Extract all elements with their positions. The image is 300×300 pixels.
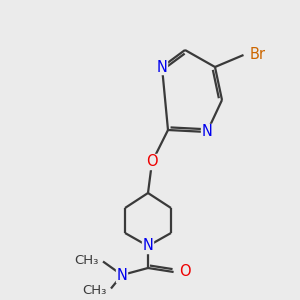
Text: N: N — [202, 124, 212, 140]
Text: N: N — [142, 238, 153, 253]
Text: N: N — [157, 59, 167, 74]
Text: CH₃: CH₃ — [74, 254, 98, 266]
Text: N: N — [117, 268, 128, 283]
Text: O: O — [179, 265, 190, 280]
Text: CH₃: CH₃ — [82, 284, 106, 296]
Text: Br: Br — [250, 47, 266, 62]
Text: O: O — [146, 154, 158, 169]
